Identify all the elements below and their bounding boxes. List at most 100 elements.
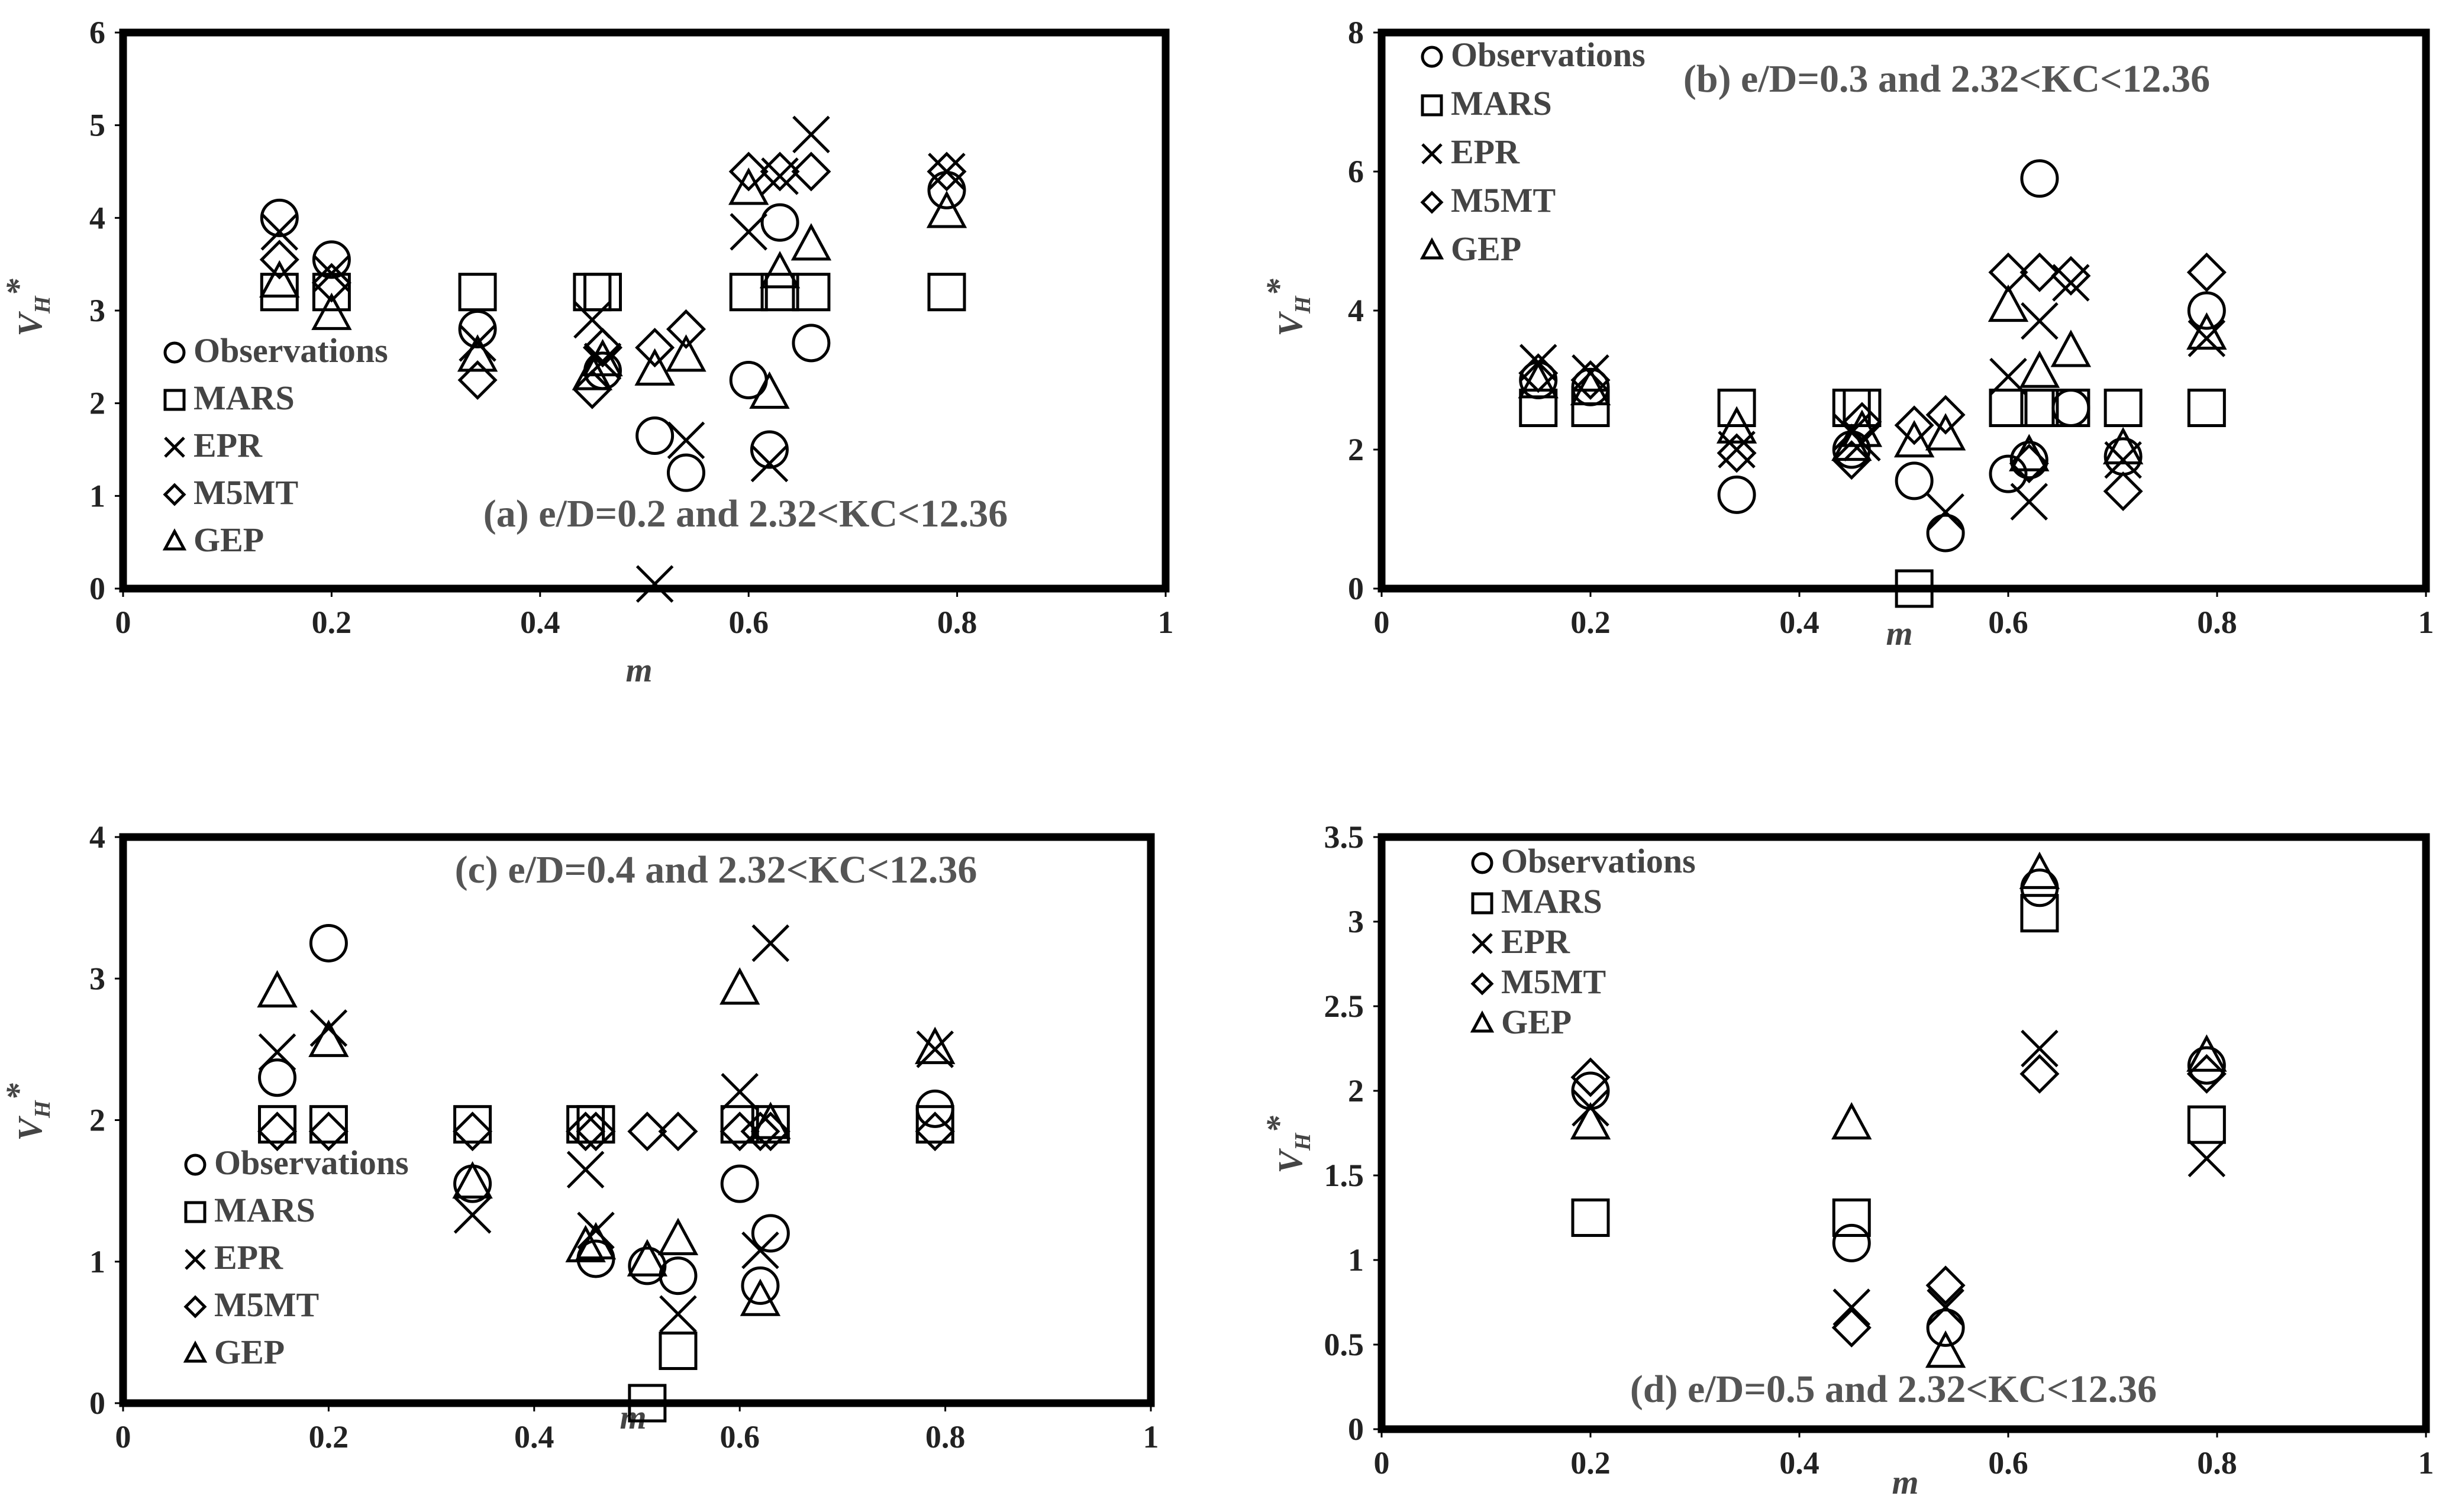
data-point-gep	[452, 1161, 493, 1199]
data-point-mars	[312, 273, 351, 312]
legend-label-gep: GEP	[214, 1333, 285, 1371]
y-tick-label: 4	[89, 200, 105, 235]
x-tick-label: 0.8	[2197, 605, 2237, 640]
legend-marker-m5mt	[163, 483, 186, 506]
series-mars	[1519, 389, 2226, 608]
series-mars	[260, 273, 966, 312]
x-tick-label: 0.8	[937, 605, 977, 640]
y-axis-label-subscript: H	[1290, 295, 1315, 314]
x-tick-label: 0.4	[1779, 605, 1819, 640]
data-point-m5mt	[635, 328, 675, 368]
legend-label-mars: MARS	[214, 1191, 315, 1229]
data-point-mars	[628, 1384, 667, 1423]
data-point-gep	[572, 353, 613, 390]
data-point-m5mt	[791, 151, 831, 192]
data-point-observations	[260, 198, 299, 237]
series-epr	[1519, 264, 2226, 531]
data-point-mars	[576, 1105, 615, 1144]
data-point-m5mt	[2019, 252, 2060, 292]
data-point-gep	[2019, 350, 2060, 388]
series-epr	[260, 115, 966, 603]
legend-label-epr: EPR	[214, 1238, 283, 1277]
x-tick-label: 0.2	[1570, 605, 1611, 640]
data-point-mars	[453, 1105, 492, 1144]
legend-marker-m5mt	[1470, 972, 1494, 996]
data-point-m5mt	[259, 240, 299, 280]
data-point-gep	[1893, 419, 1935, 458]
data-point-m5mt	[658, 1112, 698, 1152]
x-tick-label: 0	[115, 605, 131, 640]
y-tick-label: 2	[1348, 432, 1364, 467]
x-tick-label: 1	[1158, 605, 1174, 640]
x-axis-label: m	[620, 1398, 646, 1436]
y-axis-label-superscript: *	[1259, 278, 1298, 296]
series-epr	[1572, 1029, 2226, 1326]
data-point-gep	[575, 1222, 617, 1260]
data-point-gep	[750, 1101, 791, 1139]
data-point-observations	[751, 1214, 790, 1253]
y-tick-label: 3	[89, 293, 105, 328]
legend-marker-epr	[164, 437, 185, 458]
data-point-m5mt	[1842, 402, 1882, 442]
x-axis-label: m	[1892, 1463, 1918, 1501]
data-point-m5mt	[740, 1112, 780, 1152]
data-point-epr	[1927, 1288, 1964, 1326]
data-point-m5mt	[915, 1112, 955, 1152]
data-point-mars	[1832, 1198, 1871, 1237]
data-point-m5mt	[720, 1112, 760, 1152]
x-axis-label: m	[625, 651, 652, 689]
data-point-m5mt	[453, 1112, 493, 1152]
y-axis-label-subscript: H	[30, 1100, 55, 1119]
x-tick-label: 0.6	[1988, 1445, 2028, 1481]
legend-label-gep: GEP	[1451, 230, 1521, 268]
data-point-gep	[2050, 329, 2092, 367]
data-point-m5mt	[1570, 360, 1611, 400]
data-point-epr	[667, 421, 705, 460]
data-point-gep	[1925, 1330, 1966, 1368]
data-point-mars	[915, 1105, 954, 1144]
legend-label-epr: EPR	[193, 426, 263, 464]
y-axis-label-superscript: *	[0, 1083, 37, 1100]
x-tick-label: 0.4	[514, 1419, 554, 1455]
data-point-epr	[1989, 357, 2027, 396]
legend-marker-gep	[1419, 237, 1444, 260]
data-point-epr	[309, 1009, 348, 1047]
data-point-epr	[258, 1033, 296, 1071]
series-m5mt	[259, 151, 967, 409]
legend-label-mars: MARS	[193, 379, 295, 417]
data-point-epr	[928, 153, 966, 190]
data-point-epr	[635, 565, 674, 603]
data-point-m5mt	[666, 309, 706, 349]
data-point-gep	[749, 371, 790, 409]
data-point-observations	[666, 453, 705, 492]
x-tick-label: 0.6	[720, 1419, 760, 1455]
data-point-m5mt	[257, 1112, 298, 1152]
legend-label-m5mt: M5MT	[214, 1285, 319, 1324]
legend-marker-m5mt	[1420, 190, 1444, 214]
legend-label-m5mt: M5MT	[193, 473, 298, 512]
data-point-mars	[573, 273, 612, 312]
y-tick-label: 1.5	[1324, 1158, 1364, 1193]
legend-label-mars: MARS	[1451, 84, 1552, 122]
y-tick-label: 0.5	[1324, 1327, 1364, 1362]
chart-panel-2: 0 2 4 6 8 0 0.2 0.4 0.6 0.8 1 m VH* (b) e/D=0.3 and 2…	[1259, 15, 2434, 652]
data-point-epr	[2188, 319, 2226, 357]
y-tick-label: 2.5	[1324, 988, 1364, 1024]
data-point-gep	[2186, 1034, 2227, 1072]
data-point-observations	[2009, 441, 2048, 480]
y-axis-label: VH*	[0, 1083, 55, 1141]
legend-marker-mars	[163, 389, 186, 411]
data-point-m5mt	[2186, 252, 2227, 292]
data-point-mars	[2020, 894, 2059, 933]
chart-panel-4: 0 0.5 1 1.5 2 2.5 3 3.5 0 0.2 0.4 0.6 0.8 1 m VH* (d) e/…	[1259, 819, 2434, 1501]
series-observations	[1519, 159, 2226, 553]
data-point-observations	[915, 1089, 954, 1128]
data-point-epr	[659, 1295, 697, 1333]
x-tick-label: 0.6	[728, 605, 769, 640]
data-point-mars	[2187, 389, 2226, 427]
data-point-gep	[657, 1217, 699, 1255]
data-point-mars	[1717, 389, 1756, 427]
data-point-epr	[566, 1151, 605, 1189]
